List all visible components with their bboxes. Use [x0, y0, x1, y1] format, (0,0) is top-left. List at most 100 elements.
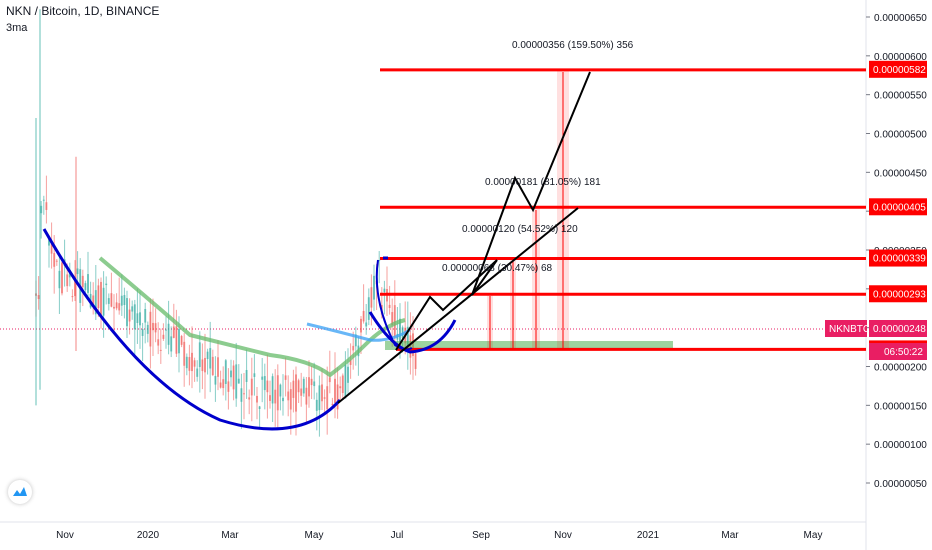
candle-body — [219, 382, 222, 388]
annotation-4: 0.00000068 (30.47%) 68 — [442, 263, 553, 274]
level-tag-label: 0.00000339 — [873, 254, 926, 265]
candle-body — [331, 403, 334, 406]
measurement-boxes — [487, 70, 569, 350]
candle-body — [318, 385, 321, 411]
level-tag — [869, 285, 927, 303]
candle-body — [362, 310, 365, 322]
candle-body — [100, 281, 102, 316]
trendline-support — [337, 207, 579, 404]
candle-body — [279, 384, 282, 397]
tradingview-logo[interactable] — [8, 480, 32, 504]
candle-body — [113, 306, 115, 309]
candle-body — [42, 199, 45, 201]
candle-body — [66, 274, 69, 287]
candle-body — [383, 288, 386, 293]
level-tag — [869, 198, 927, 216]
candle-body — [172, 326, 175, 338]
candle-body — [243, 393, 245, 395]
candle-body — [287, 391, 290, 401]
candle-body — [211, 356, 214, 376]
candle-body — [50, 243, 53, 254]
candle-body — [334, 378, 336, 404]
candle-body — [336, 384, 339, 410]
y-tick-label: 0.00000650 — [874, 13, 927, 24]
candle-body — [71, 296, 74, 298]
candle-body — [256, 395, 258, 403]
candle-body — [159, 349, 162, 351]
candle-body — [341, 375, 344, 394]
candle-body — [297, 380, 300, 393]
candle-body — [315, 399, 318, 411]
candle-body — [115, 302, 118, 309]
projection-path — [395, 71, 591, 351]
level-tag-label: 0.00000405 — [873, 202, 926, 213]
countdown-tag — [869, 343, 927, 360]
candle-body — [248, 397, 251, 400]
candle-body — [391, 312, 394, 326]
candle-body — [253, 373, 256, 377]
candle-body — [393, 305, 396, 338]
candle-body — [352, 345, 355, 351]
countdown-label: 06:50:22 — [884, 347, 923, 358]
candle-body — [55, 260, 58, 262]
candle-body — [53, 253, 56, 267]
candle-body — [373, 275, 375, 300]
candle-body — [217, 357, 219, 377]
current-price-label: 0.00000248 — [873, 324, 926, 335]
candle-body — [136, 313, 139, 323]
candle-body — [245, 370, 248, 382]
candle-body — [188, 357, 191, 371]
logo-icon — [13, 487, 27, 496]
candle-body — [154, 323, 157, 333]
y-tick-label: 0.00000450 — [874, 168, 927, 179]
candle-body — [367, 297, 370, 320]
candle-body — [271, 376, 274, 404]
candle-body — [227, 381, 230, 392]
candle-body — [58, 270, 61, 289]
ma-green — [98, 256, 406, 378]
candle-body — [313, 381, 316, 387]
candle-body — [274, 389, 277, 404]
annotation-2: 0.00000181 (81.05%) 181 — [485, 177, 601, 188]
candle-body — [183, 341, 186, 366]
candle-body — [105, 283, 108, 286]
symbol-tag-label: NKNBTC — [829, 324, 870, 335]
x-tick-label: May — [804, 530, 823, 541]
demand-zone — [385, 341, 673, 350]
candle-body — [87, 274, 89, 293]
candle-body — [45, 202, 48, 210]
candle-body — [157, 339, 160, 346]
y-tick-label: 0.00000550 — [874, 91, 927, 102]
candle-body — [128, 309, 131, 322]
candle-body — [152, 322, 154, 331]
candle-body — [74, 278, 76, 297]
candle-body — [406, 326, 409, 351]
annotation-3: 0.00000120 (54.52%) 120 — [462, 224, 578, 235]
candle-body — [305, 387, 308, 405]
candle-body — [240, 388, 243, 402]
candle-body — [414, 353, 417, 369]
candle-body — [126, 298, 128, 327]
candle-body — [146, 324, 149, 334]
x-tick-label: Jul — [391, 530, 404, 541]
candle-body — [378, 260, 381, 262]
ma-blue — [306, 322, 411, 342]
candle-body — [344, 364, 347, 399]
candle-body — [123, 295, 126, 305]
candle-body — [214, 376, 217, 385]
level-tag — [869, 60, 927, 78]
x-tick-label: May — [305, 530, 324, 541]
candle-body — [269, 395, 271, 401]
x-tick-label: Nov — [56, 530, 74, 541]
y-tick-label: 0.00000600 — [874, 52, 927, 63]
candle-body — [284, 375, 287, 380]
candle-body — [180, 336, 183, 345]
x-tick-label: Mar — [221, 530, 239, 541]
x-tick-label: Sep — [472, 530, 490, 541]
candle-body — [118, 303, 121, 311]
handle-curve-2 — [375, 259, 413, 351]
candle-body — [162, 334, 165, 339]
candle-body — [94, 290, 97, 315]
candle-body — [261, 376, 264, 380]
